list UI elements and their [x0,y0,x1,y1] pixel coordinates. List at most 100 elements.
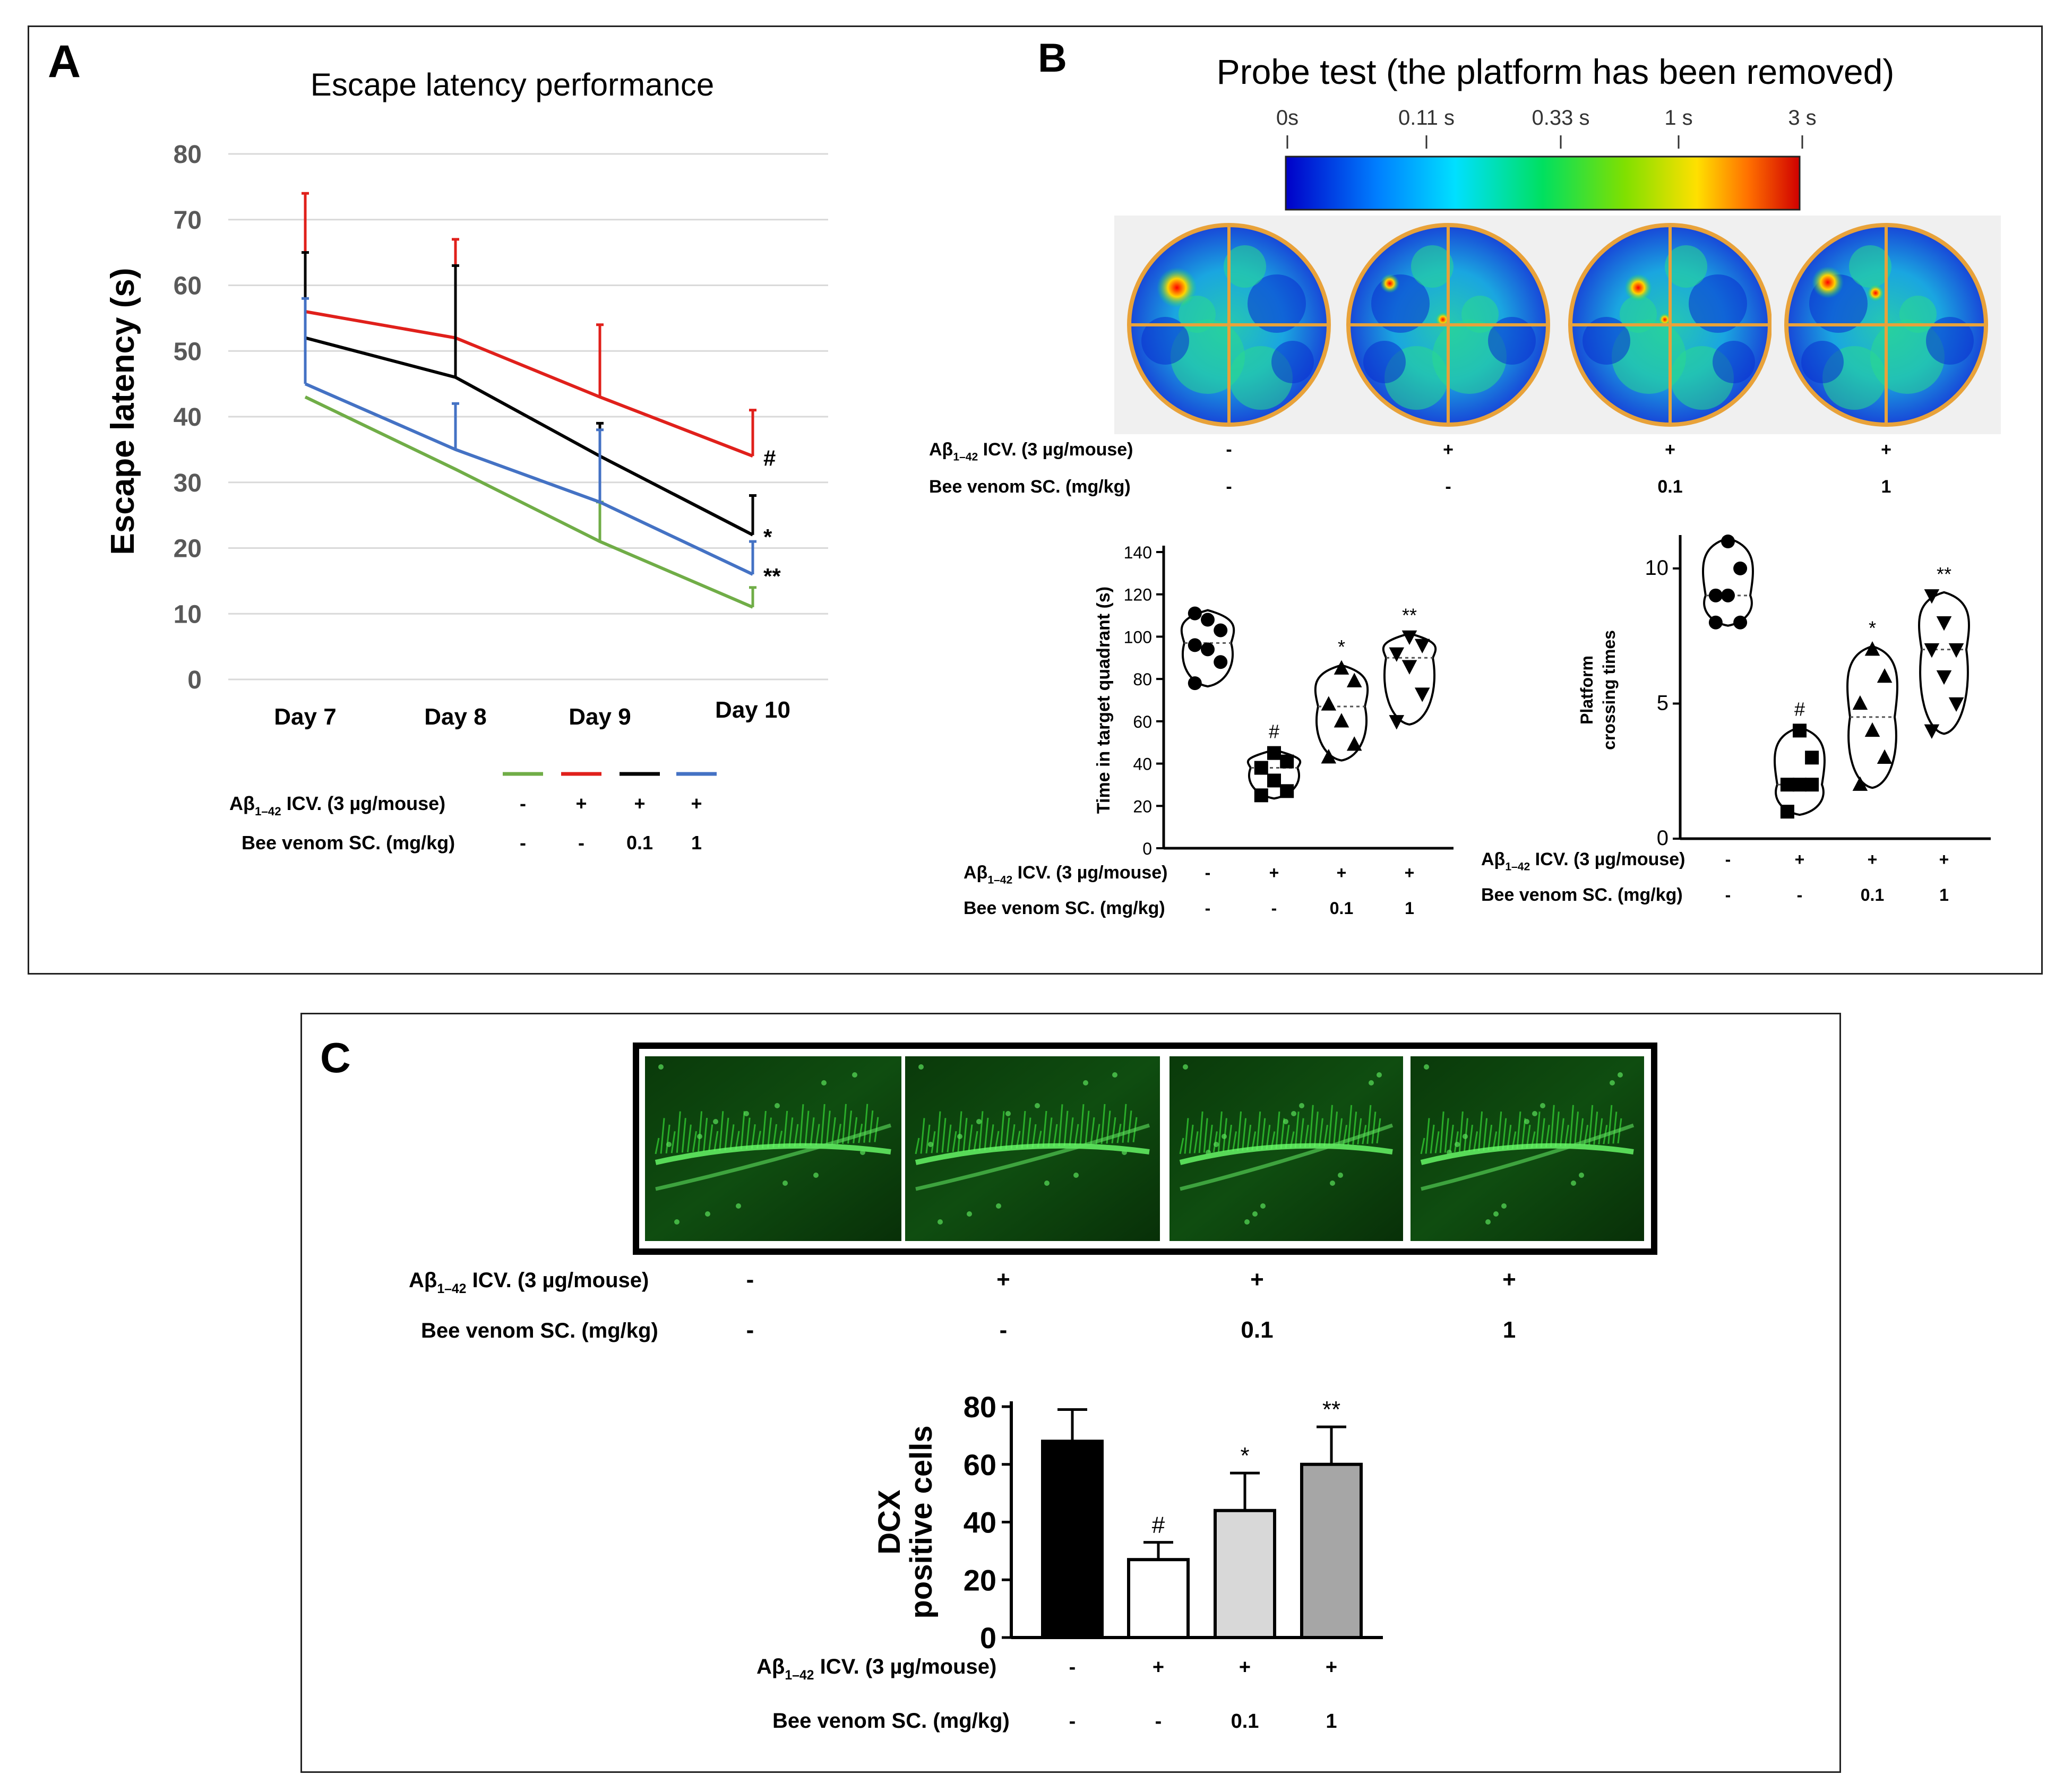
neuron-fiber [1227,1124,1232,1152]
pool-blob [1583,317,1630,365]
cell-dot [666,1142,672,1147]
neuron-fiber [815,1124,820,1145]
panel-a-letter: A [48,36,81,87]
neuron-fiber [1184,1118,1189,1154]
cell-dot [674,1219,680,1225]
neuron-fiber [947,1124,952,1152]
cell-dot [736,1203,741,1209]
treatment-abeta-value: + [1269,863,1279,882]
treatment-abeta-value: + [1337,863,1347,882]
neuron-fiber [1318,1118,1323,1147]
neuron-fiber [853,1117,858,1143]
cell-dot [928,1142,933,1147]
neuron-fiber [1598,1118,1603,1145]
panel-a-series: #*** [302,192,781,609]
data-point-triangle [1864,722,1880,737]
dentate-gyrus-layer [1421,1123,1635,1191]
neuron-fiber [761,1110,767,1149]
neuron-fiber [1468,1124,1473,1152]
neuron-fiber [1550,1105,1555,1147]
neuron-fiber [745,1117,751,1149]
significance-mark: # [1794,698,1805,720]
treatment-bee-venom-value: 0.1 [1657,477,1682,497]
treatment-bee-venom-label: Bee venom SC. (mg/kg) [1481,885,1683,905]
data-point-square [1254,788,1268,803]
heatmap-images [1114,216,2001,434]
treatment-bee-venom-value: - [1205,899,1211,918]
cell-dot [957,1134,962,1139]
pool-blob [1141,317,1189,365]
neuron-fiber [994,1131,1000,1150]
neuron-fiber [868,1110,874,1143]
dentate-gyrus-layer [1420,1143,1634,1165]
neuron-fiber [820,1104,825,1145]
pool-blob [1899,296,1937,333]
neuron-fiber [1366,1105,1372,1144]
pool-blob [1665,245,1707,288]
neuron-fiber [1371,1112,1377,1144]
significance-mark: * [1240,1443,1249,1469]
neuron-fiber [1420,1138,1425,1155]
data-point-square [1805,778,1819,792]
data-point-triangle-down [1414,687,1430,702]
neuron-fiber [1483,1118,1488,1151]
neuron-fiber [863,1104,868,1143]
pool-hotspot [1658,313,1671,326]
y-tick-label: 120 [1124,585,1152,605]
data-point-circle [1721,535,1735,548]
neuron-fiber [1275,1112,1280,1149]
data-point-triangle [1346,673,1362,687]
cell-dot [1112,1072,1117,1078]
data-point-triangle [1877,668,1893,683]
treatment-bee-venom-value: 0.1 [1241,1317,1273,1343]
cell-dot [1183,1064,1188,1070]
treatment-abeta-value: + [1239,1656,1251,1678]
pool-hotspot [1812,266,1844,298]
cell-dot [1571,1181,1576,1186]
scale-label: 3 s [1788,106,1816,130]
treatment-abeta-value: + [1665,440,1675,460]
treatment-bee-venom-value: 1 [1939,885,1949,904]
panel-b-title: Probe test (the platform has been remove… [1217,52,1895,91]
neuron-fiber [842,1104,847,1144]
neuron-fiber [1031,1124,1037,1148]
data-point-triangle [1346,736,1362,751]
data-point-triangle [1321,696,1337,711]
data-point-circle [1201,613,1215,627]
panel-c-frame [300,1013,1841,1773]
data-point-circle [1188,638,1202,652]
neuron-fiber [1540,1118,1545,1148]
neuron-fiber [1434,1131,1440,1153]
heat-scale-bar [1285,156,1801,211]
neuron-fiber [681,1118,686,1153]
treatment-bee-venom-value: - [578,832,584,854]
neuron-fiber [1021,1110,1026,1149]
series-line [305,310,754,458]
cell-dot [1073,1173,1079,1178]
significance-mark: ** [1322,1397,1340,1423]
neuron-fiber [1079,1104,1085,1145]
y-axis-label: Platform [1577,656,1596,725]
neuron-fiber [767,1117,772,1148]
treatment-abeta-label: Aβ1–42 ICV. (3 µg/mouse) [756,1655,996,1683]
series-line [304,395,754,609]
neuron-fiber [676,1111,681,1153]
treatment-bee-venom-value: - [1226,477,1232,497]
cell-dot [996,1203,1001,1209]
pool-blob [1171,320,1245,394]
microscopy-strip [633,1043,1657,1255]
x-tick-label: Day 8 [424,704,486,730]
data-point-circle [1214,623,1228,637]
neuron-fiber [1232,1131,1237,1151]
treatment-abeta-value: + [575,792,587,814]
neuron-fiber [941,1118,947,1153]
neuron-fiber [1074,1124,1079,1145]
significance-mark: * [763,524,772,549]
neuron-fiber [1000,1111,1005,1150]
y-tick-label: 140 [1124,543,1152,562]
neuron-fiber [729,1124,735,1150]
pool-blob [1271,341,1314,383]
neuron-fiber [831,1117,836,1145]
cell-dot [1283,1119,1288,1124]
panel-ab-frame [28,25,2043,975]
